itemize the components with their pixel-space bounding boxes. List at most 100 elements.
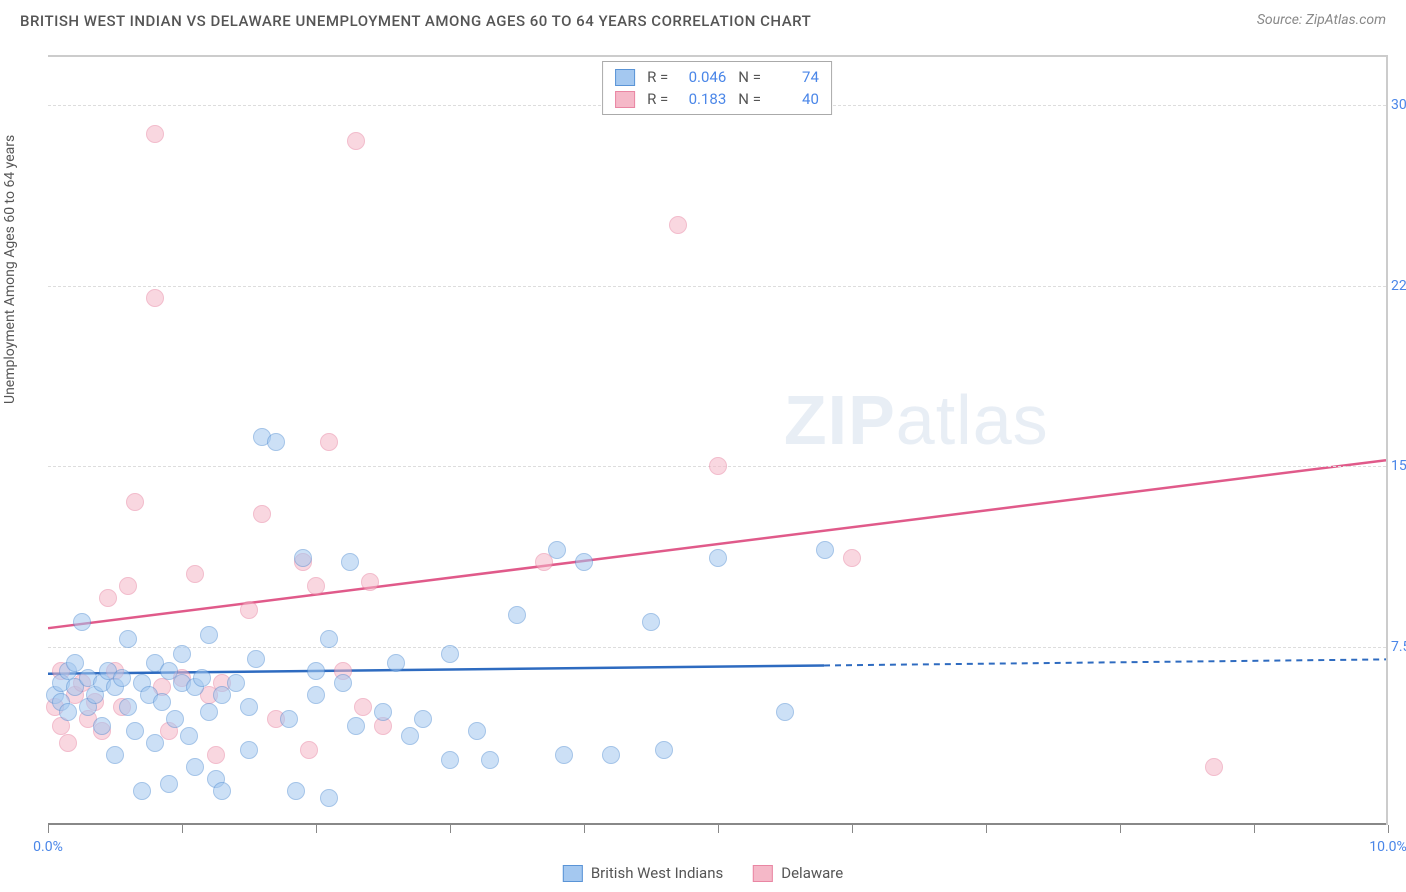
data-point [1205,758,1223,776]
y-tick-label: 15.0% [1391,458,1406,474]
n-value-2: 40 [769,90,819,108]
legend-label-2: Delaware [781,864,843,882]
y-tick-label: 22.5% [1391,278,1406,294]
data-point [133,782,151,800]
chart-title: BRITISH WEST INDIAN VS DELAWARE UNEMPLOY… [20,12,811,30]
data-point [816,541,834,559]
data-point [146,289,164,307]
n-value-1: 74 [769,68,819,86]
data-point [374,703,392,721]
data-point [354,698,372,716]
stats-legend: R = 0.046 N = 74 R = 0.183 N = 40 [602,61,832,115]
trend-line-dashed [824,659,1386,665]
x-tick [1120,825,1121,833]
swatch-series-1 [615,69,635,86]
data-point [247,650,265,668]
r-value-1: 0.046 [676,68,726,86]
gridline [48,647,1386,648]
y-axis-label: Unemployment Among Ages 60 to 64 years [2,135,18,404]
data-point [709,457,727,475]
data-point [146,125,164,143]
data-point [776,703,794,721]
data-point [113,669,131,687]
r-label-2: R = [647,90,668,108]
data-point [200,626,218,644]
data-point [240,601,258,619]
data-point [320,789,338,807]
data-point [341,553,359,571]
x-tick-label: 0.0% [33,839,63,855]
bottom-legend: British West Indians Delaware [563,864,843,882]
stats-row-2: R = 0.183 N = 40 [615,88,819,110]
data-point [602,746,620,764]
data-point [320,433,338,451]
x-tick [182,825,183,833]
data-point [361,573,379,591]
data-point [294,549,312,567]
data-point [253,505,271,523]
data-point [669,216,687,234]
data-point [186,758,204,776]
data-point [642,613,660,631]
data-point [575,553,593,571]
data-point [347,717,365,735]
data-point [160,775,178,793]
data-point [207,746,225,764]
x-tick [48,825,49,833]
x-tick [1388,825,1389,833]
chart-container: ZIPatlas 7.5%15.0%22.5%30.0%0.0%10.0% R … [48,55,1388,825]
data-point [227,674,245,692]
data-point [106,746,124,764]
data-point [166,710,184,728]
data-point [93,717,111,735]
data-point [186,565,204,583]
data-point [334,674,352,692]
data-point [307,686,325,704]
n-label-1: N = [738,68,761,86]
data-point [287,782,305,800]
y-tick-label: 7.5% [1391,639,1406,655]
data-point [240,741,258,759]
data-point [548,541,566,559]
legend-swatch-1 [563,865,583,882]
data-point [73,613,91,631]
data-point [119,698,137,716]
data-point [126,493,144,511]
legend-swatch-2 [753,865,773,882]
data-point [99,589,117,607]
data-point [347,132,365,150]
n-label-2: N = [738,90,761,108]
data-point [441,645,459,663]
data-point [481,751,499,769]
data-point [267,433,285,451]
data-point [180,727,198,745]
data-point [320,630,338,648]
data-point [240,698,258,716]
data-point [468,722,486,740]
data-point [508,606,526,624]
data-point [441,751,459,769]
r-label-1: R = [647,68,668,86]
source-label: Source: ZipAtlas.com [1257,12,1386,28]
legend-item-1: British West Indians [563,864,723,882]
x-tick [316,825,317,833]
data-point [59,734,77,752]
data-point [173,645,191,663]
data-point [119,577,137,595]
x-tick [986,825,987,833]
x-tick [718,825,719,833]
data-point [709,549,727,567]
data-point [307,662,325,680]
data-point [66,654,84,672]
data-point [300,741,318,759]
data-point [280,710,298,728]
x-tick-label: 10.0% [1369,839,1406,855]
x-tick [584,825,585,833]
y-tick-label: 30.0% [1391,97,1406,113]
x-tick [1254,825,1255,833]
data-point [153,693,171,711]
data-point [387,654,405,672]
data-point [200,703,218,721]
swatch-series-2 [615,91,635,108]
data-point [401,727,419,745]
